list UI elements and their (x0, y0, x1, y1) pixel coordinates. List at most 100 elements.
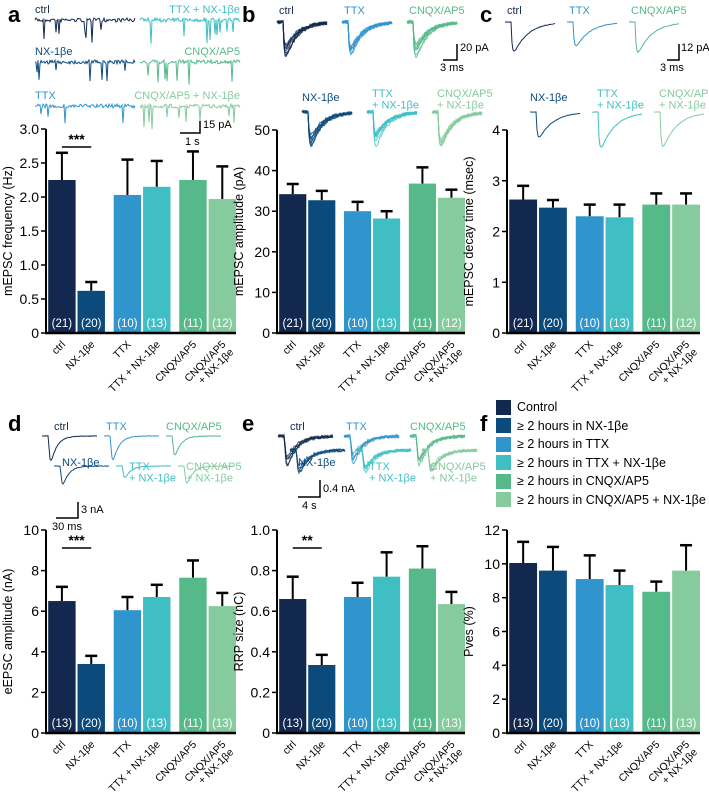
text-line: 10 (23, 522, 39, 538)
legend-label: ≥ 2 hours in TTX (517, 437, 610, 452)
text-line: TTX (111, 739, 134, 762)
text-line: TTX (573, 739, 596, 762)
bar (605, 584, 634, 733)
text-line: ctrl (511, 739, 529, 757)
trace (341, 19, 393, 48)
text-line: TTX (346, 421, 367, 433)
trace (34, 58, 136, 82)
y-axis-label: Pves (%) (462, 606, 476, 657)
text-line: 0 (31, 725, 39, 741)
text-line: 2.0 (20, 189, 40, 205)
trace-label: CNQX/AP5+ NX-1βe (186, 461, 242, 485)
category-label: ctrl (280, 339, 298, 357)
text-line: (20) (312, 718, 333, 730)
legend: Control ≥ 2 hours in NX-1βe ≥ 2 hours in… (496, 398, 706, 509)
n-label: (13) (212, 718, 233, 730)
trace (431, 110, 483, 144)
trace (103, 435, 160, 461)
text-line: (11) (646, 718, 666, 730)
chart-c: (21)ctrl(20)NX-1βe(10)TTX(13)TTX + NX-1β… (462, 122, 700, 395)
text-line: CNQX/AP5 (166, 421, 222, 433)
trace-label: CNQX/AP5 (166, 421, 222, 433)
text-line: TTX + NX-1βe (169, 4, 240, 16)
legend-label: Control (517, 400, 558, 415)
text-line: 2 (31, 684, 39, 700)
n-label: (20) (81, 318, 102, 330)
chart-d: (13) ctrl (20) NX-1βe (10) TTX (13) TTX + NX-1β… (1, 522, 236, 795)
legend-item: ≥ 2 hours in NX-1βe (496, 417, 706, 436)
trace (289, 448, 346, 473)
n-label: (11) (413, 318, 433, 330)
bar (575, 579, 604, 733)
text-line: 20 (254, 244, 270, 260)
n-label: (13) (609, 318, 630, 330)
trace (628, 21, 680, 54)
n-label: (20) (543, 318, 564, 330)
text-line: 0 (262, 325, 270, 341)
scale-bar (180, 121, 201, 134)
legend-label: ≥ 2 hours in CNQX/AP5 (517, 474, 649, 489)
n-label: (10) (579, 718, 600, 730)
significance-label: *** (68, 131, 85, 147)
text-line: CNQX/AP5 + NX-1βe (134, 90, 240, 102)
y-tick-label: 0.5 (20, 291, 40, 307)
text-line: (10) (117, 318, 138, 330)
n-label: (11) (646, 718, 666, 730)
n-label: (11) (183, 318, 203, 330)
bar (77, 663, 105, 733)
category-label: ctrl (511, 739, 529, 757)
trace-label: CNQX/AP5 (631, 5, 687, 17)
n-label: (21) (52, 318, 73, 330)
bar (575, 216, 604, 333)
n-label: (13) (52, 718, 73, 730)
trace-label: TTX (35, 90, 56, 102)
chart-a: (21) ctrl (20) NX-1βe (10) TTX (13) TTX + NX-1β… (1, 121, 236, 395)
category-label: ctrl (50, 339, 68, 357)
scale-bar (667, 44, 680, 61)
panel-letter-f: f (480, 411, 488, 436)
y-tick-label: 8 (31, 563, 39, 579)
legend-item: ≥ 2 hours in TTX + NX-1βe (496, 454, 706, 473)
text-line: 0 (262, 725, 270, 741)
bar (408, 568, 436, 733)
text-line: 2.5 (20, 155, 40, 171)
text-line: NX-1βe (64, 339, 98, 373)
bar (605, 217, 634, 333)
text-line: TTX (344, 5, 365, 17)
significance-label: *** (68, 532, 85, 548)
text-line: (13) (212, 718, 233, 730)
text-line: NX-1βe (525, 339, 559, 373)
text-line: (13) (376, 318, 397, 330)
bar (437, 197, 465, 333)
n-label: (13) (283, 718, 304, 730)
text-line: RRP size (nC) (232, 592, 246, 672)
text-line: (20) (543, 718, 564, 730)
text-line: TTX (597, 88, 618, 100)
trace-label: ctrl (279, 5, 294, 17)
trace (165, 435, 222, 456)
y-tick-label: 2.0 (20, 189, 40, 205)
text-line: (10) (347, 718, 368, 730)
y-tick-label: 1.0 (251, 522, 271, 538)
n-label: (13) (376, 318, 397, 330)
n-label: (13) (147, 318, 168, 330)
text-line: 4 (31, 644, 39, 660)
trace-label: NX-1βe (298, 457, 336, 469)
text-line: 6 (492, 624, 500, 640)
text-line: NX-1βe (525, 739, 559, 773)
text-line: TTX (106, 421, 127, 433)
text-line: 0.8 (251, 563, 271, 579)
y-tick-label: 0 (31, 725, 39, 741)
text-line: 0 (492, 325, 500, 341)
text-line: 0.6 (251, 603, 271, 619)
trace (34, 16, 136, 43)
text-line: CNQX/AP5 (659, 88, 709, 100)
trace-label: ctrl (54, 421, 69, 433)
trace (591, 111, 643, 148)
text-line: 3 (492, 173, 500, 189)
n-label: (13) (676, 718, 697, 730)
trace (34, 102, 136, 124)
trace-label: CNQX/AP5 (409, 5, 465, 17)
y-tick-label: 20 (254, 244, 270, 260)
category-label: TTX + NX-1βe (107, 339, 163, 395)
